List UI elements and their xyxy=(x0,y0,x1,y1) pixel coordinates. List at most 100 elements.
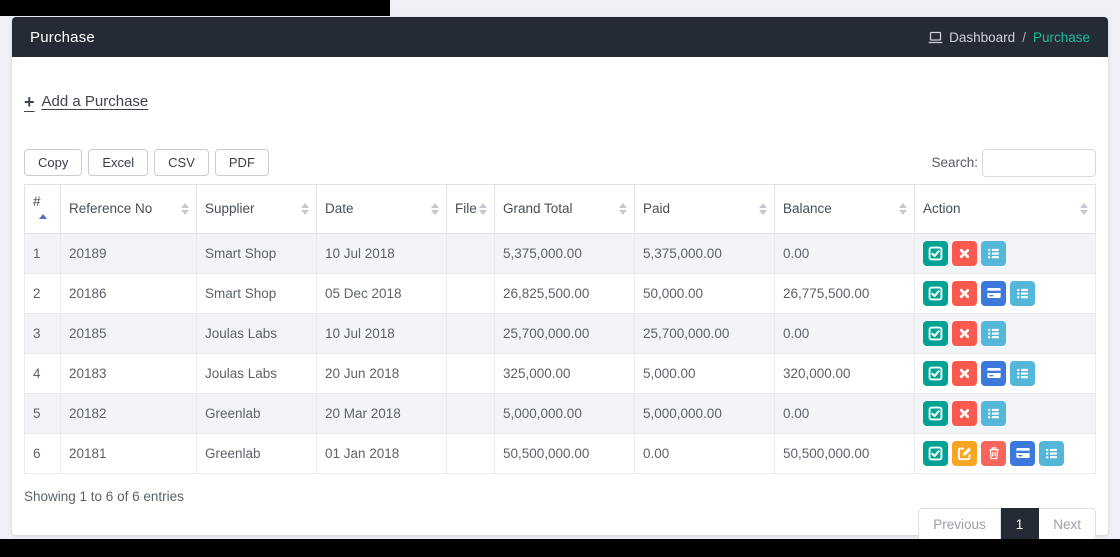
balance-cell: 50,500,000.00 xyxy=(774,432,915,474)
column-header-action[interactable]: Action xyxy=(914,183,1096,234)
detail-button[interactable] xyxy=(981,400,1006,426)
reference-no-cell: 20185 xyxy=(60,312,197,354)
table-row: 1 20189 Smart Shop 10 Jul 2018 5,375,000.00 5… xyxy=(24,232,1096,274)
table-body: 1 20189 Smart Shop 10 Jul 2018 5,375,000.00 5… xyxy=(24,232,1096,474)
file-cell xyxy=(446,272,495,314)
reference-no-cell: 20183 xyxy=(60,352,197,394)
column-header-paid[interactable]: Paid xyxy=(634,183,775,234)
detail-button[interactable] xyxy=(1010,280,1035,306)
detail-button[interactable] xyxy=(1010,360,1035,386)
monitor-icon xyxy=(928,31,943,44)
search-input[interactable] xyxy=(982,148,1096,177)
column-header-num[interactable]: # xyxy=(24,183,61,234)
column-header-date[interactable]: Date xyxy=(316,183,447,234)
grand-total-cell: 5,000,000.00 xyxy=(494,392,635,434)
grand-total-cell: 26,825,500.00 xyxy=(494,272,635,314)
cancel-button[interactable] xyxy=(952,320,977,346)
date-cell: 10 Jul 2018 xyxy=(316,232,447,274)
table-row: 2 20186 Smart Shop 05 Dec 2018 26,825,500.00… xyxy=(24,272,1096,314)
row-index: 1 xyxy=(24,232,61,274)
row-index: 2 xyxy=(24,272,61,314)
action-cell xyxy=(914,432,1096,474)
breadcrumb: Dashboard / Purchase xyxy=(928,30,1090,45)
balance-cell: 26,775,500.00 xyxy=(774,272,915,314)
approve-button[interactable] xyxy=(923,400,948,426)
approve-button[interactable] xyxy=(923,440,948,466)
add-purchase-label: Add a Purchase xyxy=(41,93,149,110)
edit-button[interactable] xyxy=(952,440,977,466)
grand-total-cell: 50,500,000.00 xyxy=(494,432,635,474)
delete-button[interactable] xyxy=(981,440,1006,466)
top-black-bar xyxy=(0,0,390,16)
payment-button[interactable] xyxy=(1010,440,1035,466)
action-cell xyxy=(914,392,1096,434)
add-purchase-link[interactable]: + Add a Purchase xyxy=(24,91,149,112)
date-cell: 05 Dec 2018 xyxy=(316,272,447,314)
action-cell xyxy=(914,352,1096,394)
sort-icons xyxy=(301,202,309,215)
grand-total-cell: 25,700,000.00 xyxy=(494,312,635,354)
table-row: 6 20181 Greenlab 01 Jan 2018 50,500,000.00 0.… xyxy=(24,432,1096,474)
approve-button[interactable] xyxy=(923,280,948,306)
cancel-button[interactable] xyxy=(952,280,977,306)
breadcrumb-current[interactable]: Purchase xyxy=(1032,29,1090,45)
previous-page-button[interactable]: Previous xyxy=(918,507,1001,541)
copy-button[interactable]: Copy xyxy=(24,149,83,176)
column-header-supplier[interactable]: Supplier xyxy=(196,183,317,234)
purchase-panel: Purchase Dashboard / Purchase + Add a Pu… xyxy=(12,17,1108,541)
next-page-button[interactable]: Next xyxy=(1039,507,1096,541)
file-cell xyxy=(446,232,495,274)
column-header-grand-total[interactable]: Grand Total xyxy=(494,183,635,234)
action-cell xyxy=(914,312,1096,354)
column-header-reference-no[interactable]: Reference No xyxy=(60,183,197,234)
table-row: 4 20183 Joulas Labs 20 Jun 2018 325,000.00 5,… xyxy=(24,352,1096,394)
supplier-cell: Joulas Labs xyxy=(196,352,317,394)
detail-button[interactable] xyxy=(981,240,1006,266)
detail-button[interactable] xyxy=(1039,440,1064,466)
file-cell xyxy=(446,352,495,394)
csv-button[interactable]: CSV xyxy=(154,149,209,176)
cancel-button[interactable] xyxy=(952,360,977,386)
breadcrumb-separator: / xyxy=(1022,29,1026,45)
breadcrumb-dashboard-label: Dashboard xyxy=(949,29,1016,45)
date-cell: 20 Mar 2018 xyxy=(316,392,447,434)
approve-button[interactable] xyxy=(923,240,948,266)
approve-button[interactable] xyxy=(923,320,948,346)
sort-icons xyxy=(619,202,627,215)
table-row: 3 20185 Joulas Labs 10 Jul 2018 25,700,000.0… xyxy=(24,312,1096,354)
bottom-black-bar xyxy=(0,539,1120,557)
page-1-button[interactable]: 1 xyxy=(1000,507,1040,541)
cancel-button[interactable] xyxy=(952,240,977,266)
excel-button[interactable]: Excel xyxy=(88,149,149,176)
row-index: 6 xyxy=(24,432,61,474)
breadcrumb-dashboard-link[interactable]: Dashboard xyxy=(928,30,1015,45)
paid-cell: 25,700,000.00 xyxy=(634,312,775,354)
file-cell xyxy=(446,392,495,434)
balance-cell: 0.00 xyxy=(774,312,915,354)
column-header-file[interactable]: File xyxy=(446,183,495,234)
supplier-cell: Greenlab xyxy=(196,432,317,474)
detail-button[interactable] xyxy=(981,320,1006,346)
sort-icons xyxy=(479,202,487,215)
date-cell: 01 Jan 2018 xyxy=(316,432,447,474)
table-toolbar: Copy Excel CSV PDF Search: xyxy=(24,148,1096,177)
payment-button[interactable] xyxy=(981,360,1006,386)
pagination: Previous 1 Next xyxy=(918,507,1096,541)
payment-button[interactable] xyxy=(981,280,1006,306)
pdf-button[interactable]: PDF xyxy=(214,149,269,176)
entries-summary: Showing 1 to 6 of 6 entries xyxy=(24,488,184,504)
paid-cell: 5,000,000.00 xyxy=(634,392,775,434)
supplier-cell: Smart Shop xyxy=(196,272,317,314)
cancel-button[interactable] xyxy=(952,400,977,426)
search-area: Search: xyxy=(931,148,1096,177)
panel-header: Purchase Dashboard / Purchase xyxy=(12,17,1108,57)
balance-cell: 320,000.00 xyxy=(774,352,915,394)
approve-button[interactable] xyxy=(923,360,948,386)
sort-asc-icon xyxy=(39,213,47,219)
plus-icon: + xyxy=(24,91,35,112)
purchase-table: # Reference No Supplier Date File Grand … xyxy=(24,183,1096,474)
column-header-balance[interactable]: Balance xyxy=(774,183,915,234)
table-row: 5 20182 Greenlab 20 Mar 2018 5,000,000.00 5,0… xyxy=(24,392,1096,434)
row-index: 3 xyxy=(24,312,61,354)
sort-icons xyxy=(759,202,767,215)
